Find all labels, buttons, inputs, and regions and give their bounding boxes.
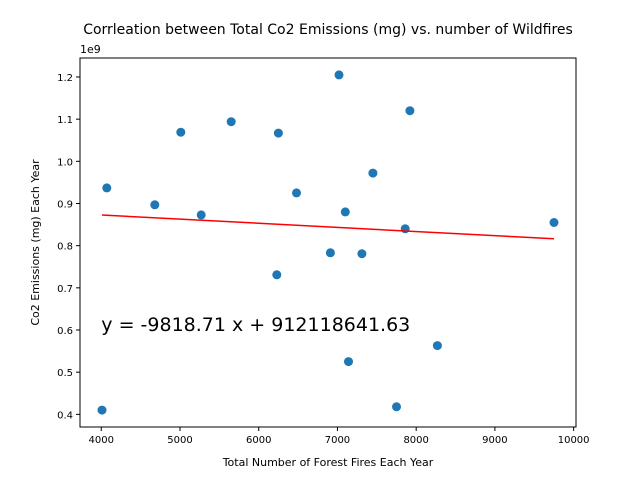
y-tick-label: 0.4 [57, 410, 73, 421]
y-axis: 0.4 0.5 0.6 0.7 0.8 0.9 1.0 1.1 1.2 [57, 73, 80, 421]
data-point [549, 218, 559, 227]
data-point [368, 168, 378, 178]
x-tick-label: 5000 [167, 435, 192, 446]
data-point [325, 248, 335, 258]
data-point [273, 128, 283, 138]
data-point [340, 207, 350, 217]
chart-title: Corrleation between Total Co2 Emissions … [83, 22, 573, 38]
x-tick-label: 9000 [482, 435, 507, 446]
data-point [272, 270, 282, 280]
y-tick-label: 1.1 [57, 115, 73, 126]
regression-equation: y = -9818.71 x + 912118641.63 [101, 314, 410, 336]
x-tick-label: 10000 [558, 435, 590, 446]
data-point [226, 117, 236, 127]
y-tick-label: 0.7 [57, 284, 73, 295]
data-point [405, 106, 415, 116]
data-point [344, 357, 353, 367]
data-point [400, 224, 410, 234]
y-tick-label: 0.9 [57, 199, 73, 210]
x-tick-label: 7000 [325, 435, 350, 446]
plot-area [97, 70, 559, 415]
plot-frame [79, 57, 577, 428]
y-tick-label: 0.5 [57, 368, 73, 379]
data-point [292, 188, 301, 198]
data-point [176, 127, 186, 137]
data-point [150, 200, 160, 210]
x-tick-label: 8000 [403, 435, 428, 446]
data-point [432, 341, 442, 351]
data-point [97, 405, 107, 415]
x-tick-label: 6000 [246, 435, 271, 446]
y-tick-label: 0.6 [57, 326, 73, 337]
data-point [196, 210, 206, 220]
data-point [102, 183, 112, 193]
data-point [357, 249, 367, 259]
y-scale-label: 1e9 [80, 43, 101, 56]
y-axis-label: Co2 Emissions (mg) Each Year [29, 159, 42, 326]
data-point [392, 402, 401, 412]
regression-line [101, 214, 555, 240]
y-tick-label: 1.2 [57, 73, 73, 84]
x-tick-label: 4000 [89, 435, 114, 446]
y-tick-label: 0.8 [57, 242, 73, 253]
x-axis-label: Total Number of Forest Fires Each Year [222, 456, 434, 469]
x-axis: 4000 5000 6000 7000 8000 9000 10000 [89, 427, 590, 446]
data-point [334, 70, 344, 80]
y-tick-label: 1.0 [57, 157, 73, 168]
